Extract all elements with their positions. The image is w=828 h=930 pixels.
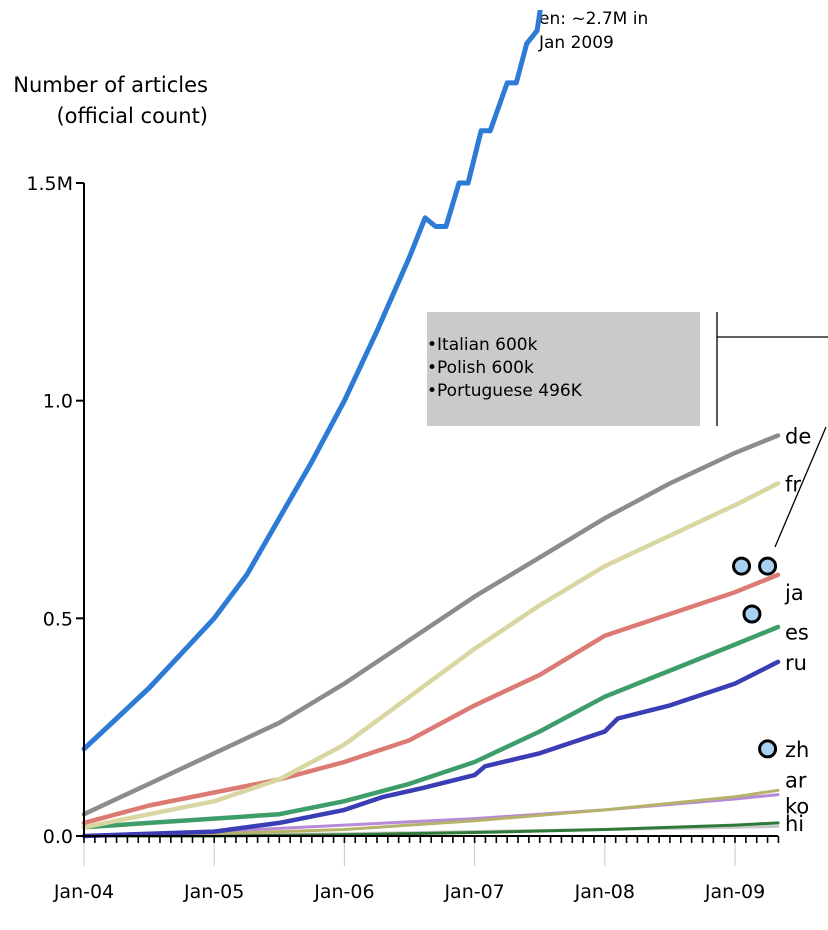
y-tick-label: 1.5M bbox=[26, 173, 73, 195]
marker-circle bbox=[742, 604, 762, 624]
series-label-fr: fr bbox=[785, 472, 801, 496]
y-axis-title: Number of articles (official count) bbox=[13, 73, 208, 128]
info-box: •Italian 600k •Polish 600k •Portuguese 4… bbox=[427, 312, 700, 426]
info-callout-lines bbox=[716, 312, 828, 548]
info-item-polish: •Polish 600k bbox=[427, 358, 534, 378]
series-label-hi: hi bbox=[785, 812, 804, 836]
series-line-ru bbox=[81, 659, 781, 839]
marker-circle bbox=[732, 556, 752, 576]
info-item-portuguese: •Portuguese 496K bbox=[427, 381, 582, 401]
marker-circle bbox=[758, 739, 778, 759]
series-label-de: de bbox=[785, 424, 811, 448]
en-note-line: Jan 2009 bbox=[538, 33, 614, 53]
y-axis-title-line: (official count) bbox=[56, 104, 208, 128]
series-lines bbox=[81, 10, 781, 839]
series-line-fr bbox=[81, 481, 781, 830]
y-tick-label: 0.0 bbox=[43, 826, 73, 848]
series-line-en bbox=[81, 10, 543, 752]
en-note-line: en: ~2.7M in bbox=[539, 9, 648, 29]
x-tick-label: Jan-09 bbox=[704, 881, 765, 903]
x-tick-label: Jan-04 bbox=[53, 881, 114, 903]
series-label-ja: ja bbox=[784, 581, 804, 605]
x-tick-label: Jan-05 bbox=[183, 881, 244, 903]
en-annotation: en: ~2.7M in Jan 2009 bbox=[538, 9, 648, 53]
x-tick-label: Jan-07 bbox=[443, 881, 504, 903]
callout-pointer bbox=[774, 426, 827, 548]
y-tick-label: 0.5 bbox=[43, 608, 73, 630]
series-label-ar: ar bbox=[785, 768, 807, 792]
series-line-ja bbox=[81, 572, 781, 826]
info-item-italian: •Italian 600k bbox=[427, 335, 538, 355]
axes: 0.0 0.5 1.0 1.5M Jan-04 Jan-05 Jan-06 Jan-07 Jan… bbox=[26, 173, 780, 903]
series-label-es: es bbox=[785, 620, 809, 644]
y-axis-title-line: Number of articles bbox=[13, 73, 208, 97]
markers bbox=[732, 556, 778, 759]
x-tick-label: Jan-06 bbox=[313, 881, 374, 903]
x-tick-label: Jan-08 bbox=[574, 881, 635, 903]
y-tick-label: 1.0 bbox=[43, 391, 73, 413]
series-label-zh: zh bbox=[785, 738, 809, 762]
series-label-ru: ru bbox=[785, 651, 807, 675]
series-label-ko: ko bbox=[785, 795, 809, 819]
series-line-es bbox=[81, 624, 781, 830]
series-line-de bbox=[81, 433, 781, 817]
marker-circle bbox=[758, 556, 778, 576]
